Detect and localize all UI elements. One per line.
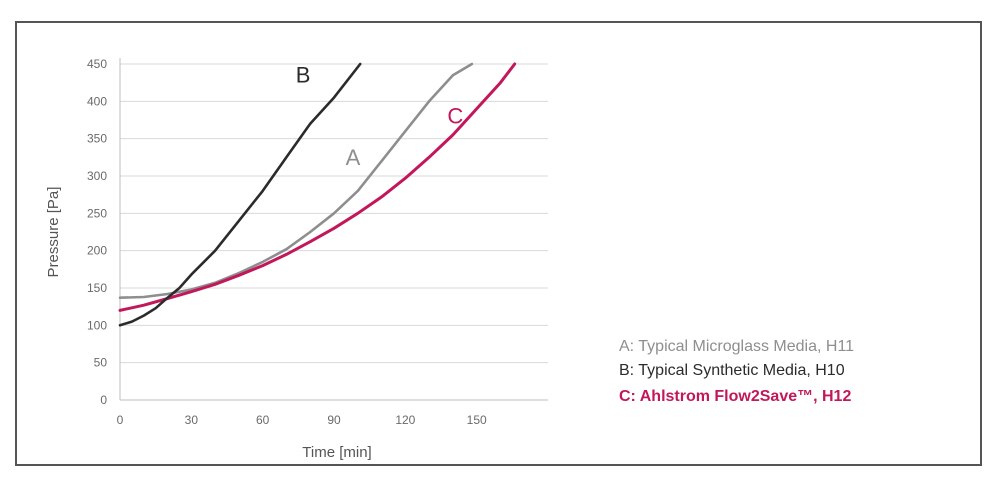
y-tick-label: 300 — [87, 169, 107, 183]
series-line-b — [118, 62, 362, 327]
y-tick-label: 250 — [87, 206, 107, 220]
curve-label-b: B — [296, 63, 311, 88]
y-axis-title: Pressure [Pa] — [45, 187, 62, 278]
y-tick-label: 200 — [87, 244, 107, 258]
legend-entry-a: A: Typical Microglass Media, H11 — [619, 338, 854, 355]
curve-label-a: A — [346, 145, 361, 170]
x-tick-label: 120 — [395, 413, 415, 427]
y-tick-label: 50 — [94, 356, 108, 370]
y-tick-label: 0 — [100, 393, 107, 407]
series-line-a — [118, 62, 474, 300]
y-tick-label: 400 — [87, 94, 107, 108]
legend-entry-b: B: Typical Synthetic Media, H10 — [619, 362, 845, 379]
chart-frame — [15, 21, 982, 466]
series-line-c — [118, 62, 517, 312]
curve-labels: A B C — [296, 63, 464, 170]
x-tick-label: 90 — [327, 413, 341, 427]
x-tick-label: 30 — [185, 413, 199, 427]
y-tick-label: 350 — [87, 132, 107, 146]
grid — [120, 63, 548, 401]
legend-entry-c: C: Ahlstrom Flow2Save™, H12 — [619, 388, 851, 405]
y-tick-label: 100 — [87, 318, 107, 332]
y-tick-labels: 0 50 100 150 200 250 300 350 400 450 — [87, 57, 107, 407]
x-tick-labels: 0 30 60 90 120 150 — [117, 413, 487, 427]
x-tick-label: 0 — [117, 413, 124, 427]
x-tick-label: 150 — [467, 413, 487, 427]
y-tick-label: 150 — [87, 281, 107, 295]
series-lines — [118, 62, 517, 327]
legend: A: Typical Microglass Media, H11 B: Typic… — [619, 338, 854, 405]
axes — [119, 58, 548, 401]
x-axis-title: Time [min] — [302, 444, 371, 461]
x-tick-label: 60 — [256, 413, 270, 427]
curve-label-c: C — [447, 104, 463, 129]
y-tick-label: 450 — [87, 57, 107, 71]
